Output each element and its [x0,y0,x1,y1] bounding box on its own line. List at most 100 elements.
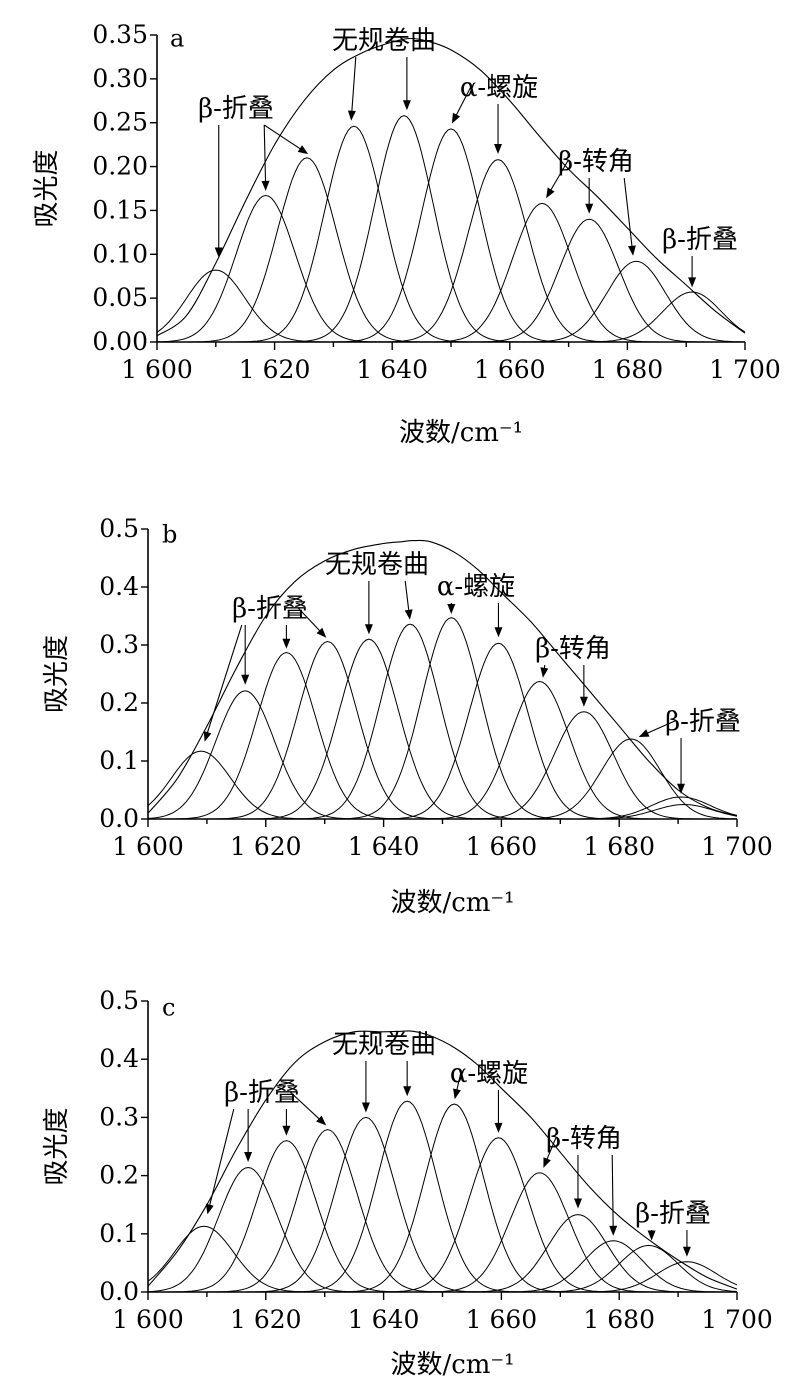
chart-panel-b: 0.0 0.1 0.2 0.3 0.4 0.5 1 600 1 620 1 640 1 660 1 … [42,514,773,918]
panel-letter: c [162,994,175,1022]
x-tick-label: 1 640 [348,1305,420,1334]
x-tick-label: 1 620 [239,355,311,384]
y-tick-label: 0.25 [92,108,148,137]
y-tick-label: 0.35 [92,20,148,49]
annotation-arrow [263,124,302,151]
component-peak [148,711,737,820]
x-tick-label: 1 620 [230,1305,302,1334]
x-tick-label: 1 620 [230,832,302,861]
arrowhead [203,731,212,742]
x-tick-label: 1 700 [701,1305,773,1334]
secondary-structure-label: β-折叠 [198,94,274,124]
x-tick-label: 1 660 [466,832,538,861]
arrowhead [282,638,291,649]
x-axis-title: 波数/cm⁻¹ [390,1350,514,1380]
secondary-structure-label: β-折叠 [662,225,738,255]
component-peak [157,260,745,343]
arrowhead [543,1157,551,1168]
arrowhead [282,1125,291,1136]
secondary-structure-label: β-转角 [546,1124,622,1154]
y-tick-label: 0.00 [92,327,148,356]
arrowhead [364,624,373,635]
secondary-structure-label: β-转角 [558,147,634,177]
x-tick-label: 1 680 [583,1305,655,1334]
arrowhead [494,144,502,154]
component-peak [157,115,745,343]
x-tick-label: 1 600 [112,832,184,861]
annotation-arrow [456,1072,462,1092]
x-axis-title: 波数/cm⁻¹ [399,418,523,448]
x-tick-label: 1 680 [592,355,664,384]
arrowhead [682,1246,691,1257]
y-axis-title: 吸光度 [42,1107,72,1185]
spectrum-envelope [147,1030,738,1290]
arrowhead [361,1102,370,1113]
component-peak [148,617,737,820]
annotation-arrow [351,56,357,113]
component-peak [147,690,737,820]
component-peak [147,1225,737,1293]
arrowhead [447,604,456,614]
arrowhead [402,100,411,111]
chart-panel-c: 0.0 0.1 0.2 0.3 0.4 0.5 1 600 1 620 1 640 1 660 1 … [42,986,773,1380]
arrowhead [241,674,250,685]
y-tick-label: 0.4 [99,1044,139,1073]
annotation-arrow [645,720,676,735]
component-peak [157,291,746,343]
component-peak [148,680,737,820]
panel-letter: b [162,521,177,549]
arrowhead [451,112,461,124]
arrowhead [677,783,685,794]
annotation-arrow [623,177,633,248]
secondary-structure-label: β-折叠 [232,594,308,624]
y-tick-label: 0.3 [99,1102,139,1131]
secondary-structure-label: α-螺旋 [450,1059,528,1089]
y-tick-label: 0.0 [99,804,139,833]
arrowhead [347,110,356,121]
arrowhead [494,1122,503,1133]
component-peak [157,159,745,343]
secondary-structure-label: α-螺旋 [460,73,538,103]
y-tick-label: 0.05 [92,283,148,312]
arrowhead [574,1198,582,1209]
y-tick-label: 0.1 [99,746,139,775]
annotation-arrow [297,607,322,633]
x-tick-label: 1 640 [348,832,420,861]
secondary-structure-label: 无规卷曲 [325,550,429,580]
x-tick-label: 1 600 [112,1305,184,1334]
component-peak [147,1166,737,1293]
arrowhead [638,729,650,737]
secondary-structure-label: β-折叠 [665,707,741,737]
secondary-structure-label: β-转角 [535,634,611,664]
spectrum-envelope [156,37,746,337]
secondary-structure-label: 无规卷曲 [332,1030,436,1060]
y-axis-title: 吸光度 [42,635,72,713]
secondary-structure-label: α-螺旋 [437,572,515,602]
x-tick-label: 1 700 [709,355,781,384]
component-peak [148,642,737,820]
annotation-arrow [545,1137,557,1161]
x-tick-label: 1 660 [474,355,546,384]
secondary-structure-label: β-折叠 [635,1199,711,1229]
arrowhead [540,667,549,678]
arrowhead [404,609,413,620]
arrowhead [297,145,309,155]
arrowhead [403,1086,412,1097]
chart-panel-a: 0.00 0.05 0.10 0.15 0.20 0.25 0.30 0.35 1 600 1 6… [32,20,781,448]
arrowhead [244,1152,253,1162]
secondary-structure-label: 无规卷曲 [332,26,436,56]
component-peak [148,796,738,820]
secondary-structure-label: β-折叠 [224,1078,300,1108]
x-tick-label: 1 660 [466,1305,538,1334]
y-tick-label: 0.2 [99,1161,139,1190]
panel-letter: a [170,25,184,53]
y-tick-label: 0.15 [92,195,148,224]
annotation-arrow [404,580,410,612]
y-tick-label: 0.3 [99,630,139,659]
component-peak [148,803,738,820]
component-peak [157,157,745,343]
arrowhead [205,1203,214,1215]
annotation-arrow [263,124,267,183]
arrowhead [494,627,503,638]
